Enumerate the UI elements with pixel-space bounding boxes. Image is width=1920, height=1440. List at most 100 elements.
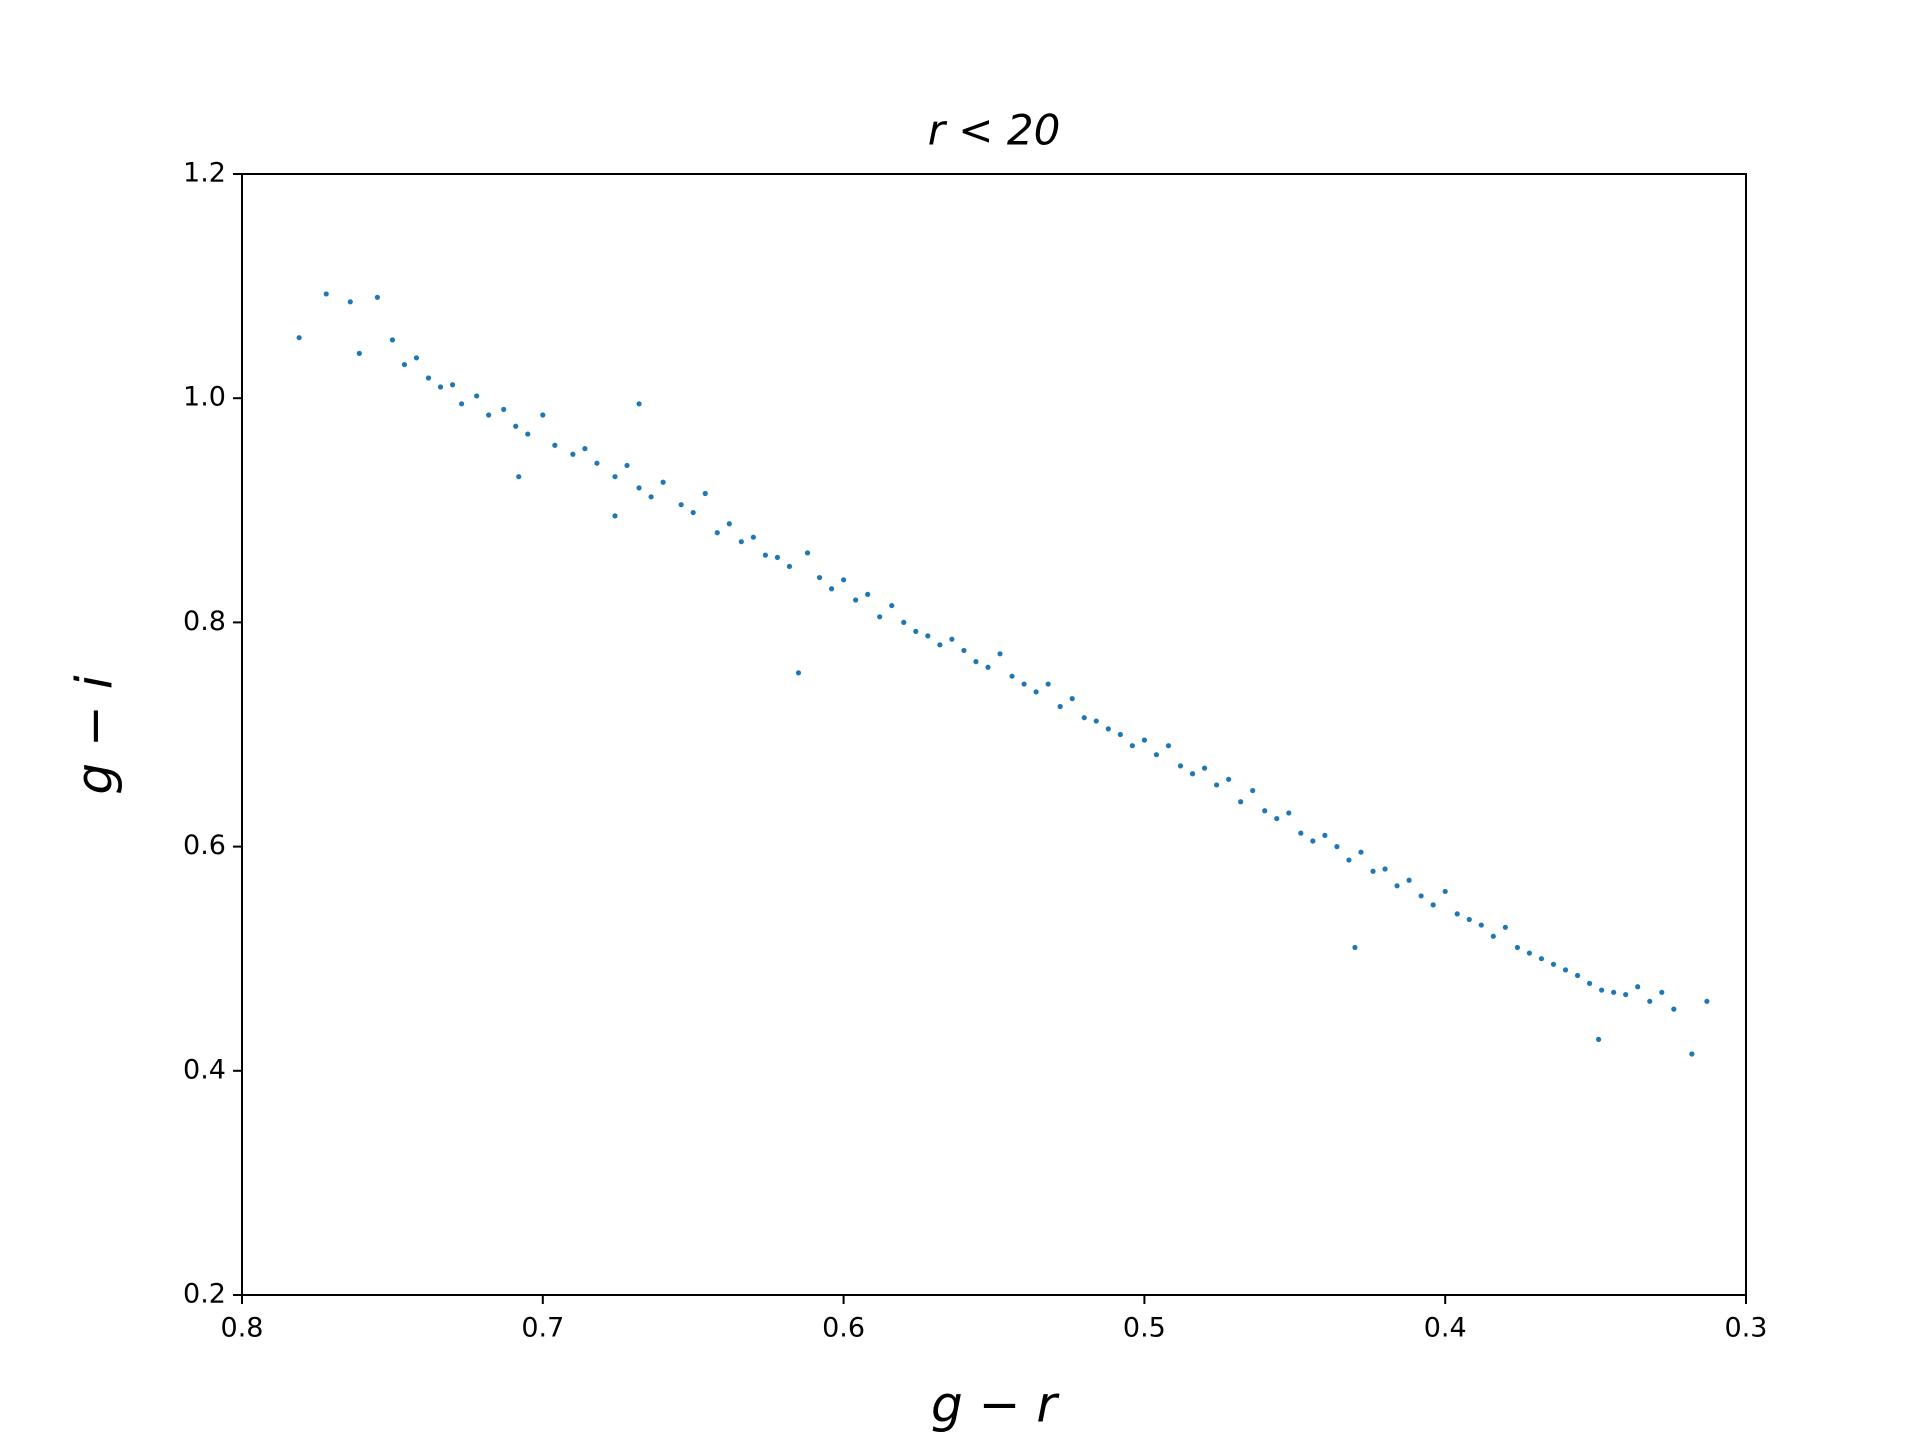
point	[961, 647, 967, 654]
point	[513, 423, 519, 429]
y-tick-label: 0.4	[183, 1054, 226, 1085]
point	[1093, 718, 1099, 724]
point	[1704, 998, 1710, 1004]
plot-frame	[241, 173, 1747, 1296]
point	[1201, 765, 1208, 771]
point	[1647, 998, 1653, 1004]
point	[1117, 731, 1123, 738]
point	[1045, 681, 1051, 687]
y-tick-label: 0.6	[183, 830, 226, 861]
point	[612, 513, 618, 519]
point	[1599, 987, 1605, 993]
x-axis-label: g − r	[931, 1376, 1060, 1434]
point	[1538, 956, 1545, 962]
x-tick-label: 0.4	[1424, 1313, 1467, 1344]
point	[486, 412, 492, 418]
y-tick-label: 1.0	[183, 382, 226, 413]
point	[413, 355, 420, 361]
point	[1213, 782, 1220, 788]
point	[937, 642, 943, 648]
point	[828, 586, 835, 592]
point	[1310, 838, 1316, 844]
point	[624, 462, 630, 469]
y-tick-label: 0.8	[183, 606, 226, 637]
point	[1298, 830, 1304, 836]
point	[738, 539, 744, 545]
point	[648, 494, 654, 500]
point	[425, 375, 432, 381]
point	[1574, 972, 1581, 979]
point	[458, 401, 465, 407]
point	[795, 670, 802, 676]
point	[889, 602, 895, 609]
point	[1081, 715, 1087, 721]
x-tick-label: 0.5	[1123, 1313, 1166, 1344]
point	[1514, 944, 1520, 951]
point	[1322, 832, 1328, 838]
point	[594, 460, 600, 466]
point	[1069, 696, 1075, 702]
point	[612, 474, 618, 480]
y-axis-label: g − i	[66, 675, 124, 794]
point	[1382, 866, 1388, 872]
point	[356, 350, 362, 356]
point	[901, 619, 907, 626]
point	[1021, 681, 1027, 687]
point	[1057, 703, 1063, 710]
chart-title: r < 20	[928, 106, 1061, 155]
point	[1671, 1006, 1677, 1012]
point	[774, 554, 781, 560]
point	[1430, 902, 1436, 908]
point	[1689, 1051, 1695, 1057]
point	[1490, 933, 1496, 939]
point	[1596, 1036, 1602, 1043]
point	[1286, 810, 1292, 816]
point	[786, 563, 793, 569]
point	[925, 633, 931, 639]
point	[1659, 989, 1665, 995]
point	[1129, 743, 1135, 749]
point	[973, 659, 979, 665]
point	[501, 406, 507, 413]
point	[1454, 911, 1460, 917]
point	[582, 446, 588, 452]
point	[1141, 737, 1147, 743]
point	[1406, 877, 1412, 883]
point	[714, 530, 720, 536]
point	[1370, 868, 1376, 874]
point	[1586, 980, 1593, 986]
point	[1009, 673, 1015, 679]
point	[1226, 776, 1232, 782]
point	[804, 550, 811, 556]
point	[1105, 726, 1111, 732]
point	[690, 509, 696, 516]
point	[389, 337, 395, 343]
point	[1526, 950, 1533, 956]
point	[516, 474, 522, 480]
point	[750, 534, 756, 540]
point	[1262, 808, 1268, 814]
point	[1153, 752, 1160, 758]
point	[1358, 849, 1364, 855]
point	[552, 442, 558, 448]
point	[570, 451, 576, 457]
point	[1189, 771, 1196, 777]
point	[853, 597, 859, 603]
y-tick-label: 1.2	[183, 158, 226, 189]
point	[1352, 944, 1358, 951]
point	[296, 335, 302, 341]
point	[865, 591, 871, 597]
point	[323, 291, 329, 297]
point	[816, 574, 823, 581]
point	[1346, 857, 1352, 863]
point	[401, 361, 408, 368]
x-tick-label: 0.8	[221, 1313, 264, 1344]
point	[762, 552, 768, 558]
point	[1635, 984, 1641, 990]
point	[913, 628, 919, 634]
point	[1478, 922, 1484, 928]
point	[1334, 844, 1340, 850]
point	[678, 502, 684, 508]
point	[1623, 991, 1629, 998]
point	[636, 485, 642, 491]
